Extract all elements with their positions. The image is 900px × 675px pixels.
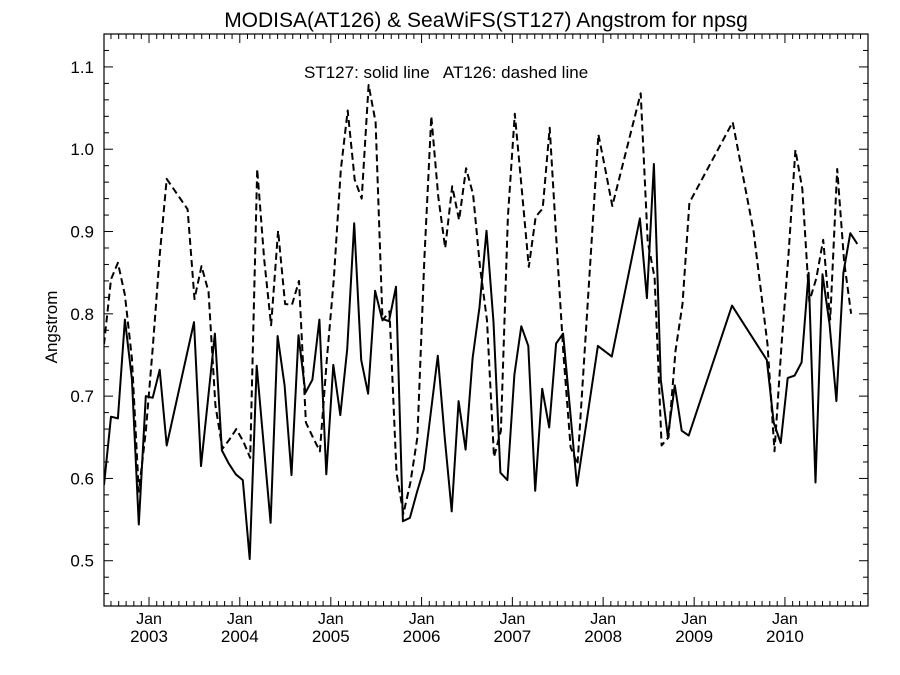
y-tick-label: 1.1: [70, 58, 94, 77]
plot-series: [104, 84, 859, 561]
x-tick-year-label: 2003: [130, 627, 168, 646]
x-tick-month-label: Jan: [409, 611, 435, 628]
series-line-dashed: [104, 84, 853, 515]
x-tick-month-label: Jan: [772, 611, 798, 628]
x-tick-year-label: 2004: [221, 627, 259, 646]
y-axis-label: Angstrom: [42, 291, 61, 364]
y-tick-label: 0.9: [70, 223, 94, 242]
x-tick-year-label: 2009: [675, 627, 713, 646]
series-key-annotation: ST127: solid line AT126: dashed line: [304, 63, 588, 82]
x-tick-year-label: 2006: [403, 627, 441, 646]
x-tick-year-label: 2010: [766, 627, 804, 646]
x-tick-year-label: 2007: [493, 627, 531, 646]
x-tick-month-label: Jan: [590, 611, 616, 628]
x-tick-month-label: Jan: [499, 611, 525, 628]
plot-area-frame: [103, 33, 869, 607]
y-tick-label: 0.7: [70, 387, 94, 406]
x-tick-month-label: Jan: [318, 611, 344, 628]
axis-ticks: [104, 33, 869, 606]
y-tick-label: 1.0: [70, 140, 94, 159]
chart-title: MODISA(AT126) & SeaWiFS(ST127) Angstrom …: [224, 9, 748, 32]
x-tick-year-label: 2008: [584, 627, 622, 646]
axis-tick-labels: 0.50.60.70.80.91.01.1Jan2003Jan2004Jan20…: [70, 58, 803, 646]
x-tick-month-label: Jan: [227, 611, 253, 628]
y-tick-label: 0.5: [70, 552, 94, 571]
x-tick-month-label: Jan: [136, 611, 162, 628]
series-line-solid: [104, 163, 859, 561]
x-tick-month-label: Jan: [681, 611, 707, 628]
y-tick-label: 0.6: [70, 469, 94, 488]
x-tick-year-label: 2005: [312, 627, 350, 646]
y-tick-label: 0.8: [70, 305, 94, 324]
